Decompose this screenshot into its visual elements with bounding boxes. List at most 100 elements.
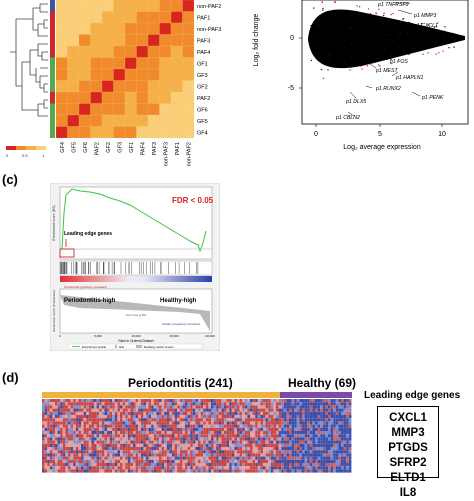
expr-cell <box>164 421 167 425</box>
expr-cell <box>159 402 162 406</box>
expr-cell <box>81 463 84 467</box>
heat-cell <box>90 57 103 70</box>
expr-cell <box>151 421 154 425</box>
expr-cell <box>91 427 94 431</box>
expr-cell <box>286 459 289 463</box>
expr-cell <box>187 456 191 460</box>
expr-cell <box>159 408 162 412</box>
expr-cell <box>218 408 222 412</box>
expr-cell <box>270 459 274 463</box>
expr-cell <box>242 399 245 403</box>
expr-cell <box>96 450 100 454</box>
expr-cell <box>229 440 232 444</box>
expr-cell <box>81 469 84 473</box>
expr-cell <box>208 411 211 415</box>
expr-cell <box>65 427 68 431</box>
expr-cell <box>185 399 188 403</box>
expr-cell <box>148 399 152 403</box>
expr-cell <box>208 443 211 447</box>
expr-cell <box>265 431 269 435</box>
expr-cell <box>101 447 105 451</box>
expr-cell <box>130 411 133 415</box>
heat-cell <box>78 45 91 58</box>
expr-cell <box>104 466 107 470</box>
expr-cell <box>172 408 175 412</box>
expr-cell <box>169 437 172 441</box>
expr-cell <box>192 408 196 412</box>
expr-cell <box>276 405 279 409</box>
expr-cell <box>151 415 154 419</box>
expr-cell <box>198 447 201 451</box>
expr-cell <box>328 405 331 409</box>
heat-cell <box>67 11 80 24</box>
expr-cell <box>270 450 274 454</box>
expr-cell <box>263 402 266 406</box>
row-labels: non-PAF2PAF1non-PAF3PAF3PAF4GF1GF3GF2PAF… <box>197 4 221 137</box>
gene-il8: IL8 <box>399 487 417 499</box>
expr-cell <box>270 415 274 419</box>
heat-cell <box>101 68 114 81</box>
expr-cell <box>109 421 113 425</box>
expr-cell <box>281 424 284 428</box>
expr-cell <box>49 408 53 412</box>
expr-cell <box>317 424 321 428</box>
expr-cell <box>346 415 349 419</box>
expr-cell <box>159 434 162 438</box>
expr-cell <box>65 466 68 470</box>
expr-cell <box>304 424 308 428</box>
expr-cell <box>62 424 66 428</box>
heat-cell <box>90 34 103 47</box>
heat-cell <box>182 22 195 35</box>
expr-cell <box>278 450 282 454</box>
expr-cell <box>343 402 347 406</box>
heat-cell <box>113 45 126 58</box>
expr-cell <box>44 427 48 431</box>
expr-cell <box>270 453 274 457</box>
expr-cell <box>177 427 180 431</box>
expr-cell <box>218 421 222 425</box>
expr-cell <box>237 466 240 470</box>
expr-cell <box>200 440 204 444</box>
expr-cell <box>255 450 258 454</box>
expr-cell <box>125 415 128 419</box>
expr-cell <box>286 418 289 422</box>
expr-cell <box>286 411 289 415</box>
expr-cell <box>107 463 110 467</box>
expr-cell <box>315 440 318 444</box>
expr-cell <box>289 427 292 431</box>
heat-cell <box>124 11 137 24</box>
expr-cell <box>348 434 352 438</box>
expr-cell <box>62 427 66 431</box>
expr-cell <box>302 405 305 409</box>
expr-cell <box>286 463 289 467</box>
expr-cell <box>304 456 308 460</box>
expr-cell <box>195 418 198 422</box>
expr-cell <box>328 415 331 419</box>
expr-cell <box>81 427 84 431</box>
expr-cell <box>260 418 263 422</box>
expr-cell <box>101 399 105 403</box>
expr-cell <box>195 447 198 451</box>
expr-cell <box>94 402 97 406</box>
expr-cell <box>91 453 94 457</box>
expr-cell <box>224 424 227 428</box>
expr-cell <box>107 434 110 438</box>
expr-cell <box>68 421 71 425</box>
expr-cell <box>47 421 50 425</box>
expr-cell <box>164 450 167 454</box>
expr-cell <box>161 427 165 431</box>
expr-cell <box>278 434 282 438</box>
expr-cell <box>242 440 245 444</box>
expr-cell <box>200 418 204 422</box>
expr-cell <box>174 466 178 470</box>
expr-cell <box>244 408 248 412</box>
expr-cell <box>198 405 201 409</box>
expr-cell <box>208 466 211 470</box>
expr-cell <box>328 402 331 406</box>
expr-cell <box>343 411 347 415</box>
expr-cell <box>75 424 79 428</box>
group-high-left: Periodontitis-high <box>64 298 116 304</box>
expr-cell <box>68 418 71 422</box>
expr-cell <box>325 469 328 473</box>
expr-cell <box>291 405 295 409</box>
